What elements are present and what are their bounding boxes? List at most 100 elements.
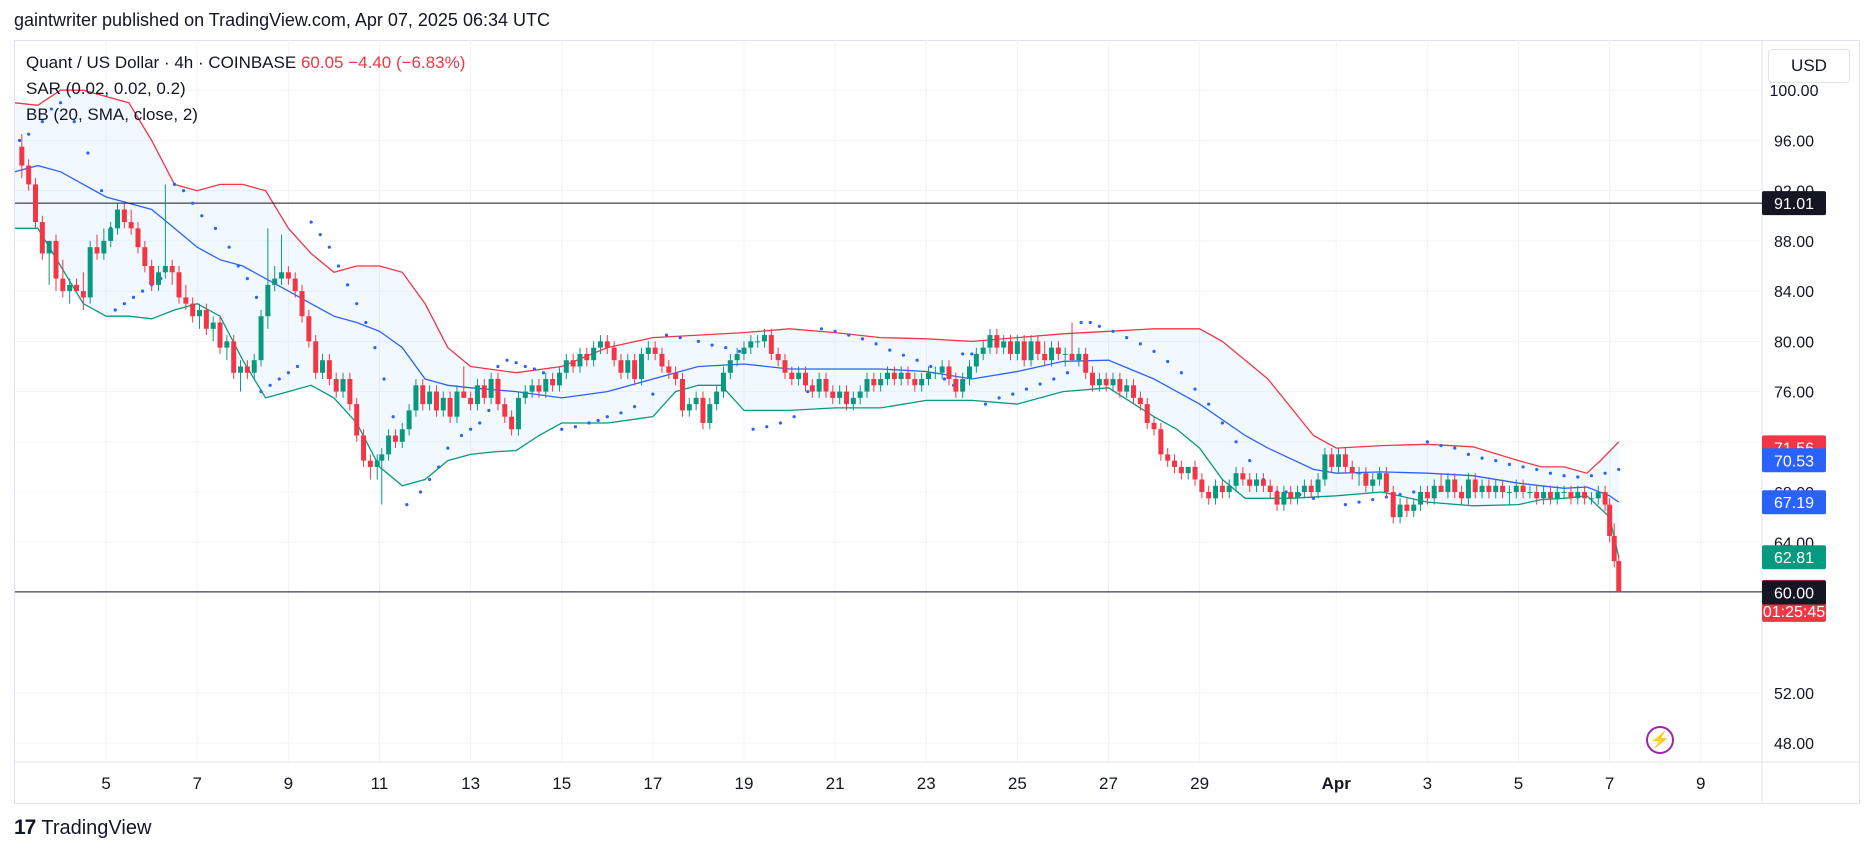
candle[interactable] [1295, 492, 1301, 499]
candle[interactable] [789, 372, 795, 380]
candle[interactable] [1452, 479, 1458, 493]
candle[interactable] [1329, 454, 1335, 467]
candle[interactable] [768, 335, 774, 354]
candle[interactable] [1500, 485, 1506, 493]
candle[interactable] [156, 272, 162, 285]
candle[interactable] [1096, 379, 1102, 386]
candle[interactable] [891, 372, 897, 380]
candle[interactable] [162, 266, 168, 273]
candle[interactable] [94, 247, 100, 254]
candle[interactable] [515, 397, 521, 430]
candle[interactable] [932, 372, 938, 374]
candle[interactable] [87, 247, 93, 298]
candle[interactable] [1055, 347, 1061, 354]
candle[interactable] [354, 404, 360, 436]
candle[interactable] [1424, 492, 1430, 499]
candle[interactable] [953, 379, 959, 392]
candle[interactable] [761, 335, 767, 342]
candle[interactable] [1233, 473, 1239, 486]
candle[interactable] [898, 372, 904, 380]
candle[interactable] [679, 379, 685, 411]
candle[interactable] [1049, 347, 1055, 361]
candle[interactable] [980, 347, 986, 354]
candle[interactable] [272, 278, 278, 285]
candle[interactable] [135, 228, 141, 248]
candle[interactable] [406, 410, 412, 430]
candle[interactable] [340, 379, 346, 392]
candle[interactable] [1616, 561, 1622, 592]
candle[interactable] [707, 404, 713, 423]
candle[interactable] [577, 353, 583, 367]
candle[interactable] [190, 303, 196, 317]
candle[interactable] [361, 435, 367, 461]
candle[interactable] [973, 353, 979, 367]
candle[interactable] [1137, 397, 1143, 405]
candle[interactable] [149, 266, 155, 285]
candle[interactable] [905, 372, 911, 380]
candle[interactable] [1336, 454, 1342, 467]
candle[interactable] [1575, 492, 1581, 499]
candle[interactable] [320, 360, 326, 373]
candle[interactable] [1486, 485, 1492, 493]
candle[interactable] [244, 366, 250, 373]
candle[interactable] [1267, 485, 1273, 493]
candle[interactable] [101, 240, 107, 254]
candle[interactable] [823, 379, 829, 392]
candle[interactable] [1390, 492, 1396, 518]
candle[interactable] [1076, 353, 1082, 361]
candle[interactable] [1527, 492, 1533, 494]
candle[interactable] [1062, 353, 1068, 355]
candle[interactable] [638, 353, 644, 380]
candle[interactable] [522, 391, 528, 398]
candle[interactable] [659, 353, 665, 367]
candle[interactable] [1370, 479, 1376, 486]
candle[interactable] [67, 284, 73, 292]
candle[interactable] [748, 341, 754, 348]
candle[interactable] [802, 372, 808, 386]
candle[interactable] [399, 429, 405, 442]
candle[interactable] [251, 360, 257, 373]
candle[interactable] [1165, 454, 1171, 461]
candle[interactable] [26, 165, 32, 185]
candle[interactable] [796, 372, 802, 380]
candle[interactable] [994, 335, 1000, 348]
legend-symbol[interactable]: Quant / US Dollar · 4h · COINBASE [26, 53, 297, 72]
candle[interactable] [987, 335, 993, 348]
candle[interactable] [440, 397, 446, 411]
candle[interactable] [495, 379, 501, 405]
candle[interactable] [837, 391, 843, 398]
candle[interactable] [1356, 473, 1362, 475]
candle[interactable] [850, 397, 856, 405]
candle[interactable] [741, 347, 747, 354]
candle[interactable] [1534, 492, 1540, 499]
candle[interactable] [1377, 473, 1383, 480]
candle[interactable] [347, 379, 353, 405]
candle[interactable] [326, 360, 332, 380]
candle[interactable] [611, 347, 617, 361]
candle[interactable] [379, 454, 385, 461]
candle[interactable] [1349, 466, 1355, 474]
candle[interactable] [210, 322, 216, 329]
candle[interactable] [1561, 492, 1567, 494]
candle[interactable] [1459, 492, 1465, 499]
legend-sar[interactable]: SAR (0.02, 0.02, 0.2) [26, 79, 186, 98]
candle[interactable] [1281, 492, 1287, 505]
candle[interactable] [686, 404, 692, 411]
candle[interactable] [488, 379, 494, 398]
candle[interactable] [1083, 353, 1089, 373]
candle[interactable] [203, 309, 209, 329]
candle[interactable] [857, 391, 863, 398]
candle[interactable] [481, 385, 487, 398]
candle[interactable] [1438, 485, 1444, 493]
candle[interactable] [1602, 492, 1608, 505]
candle[interactable] [1315, 479, 1321, 493]
candle[interactable] [1363, 473, 1369, 486]
candle[interactable] [224, 341, 230, 348]
candle[interactable] [1465, 479, 1471, 499]
candle[interactable] [367, 460, 373, 467]
candle[interactable] [700, 397, 706, 423]
candle[interactable] [1021, 341, 1027, 361]
candle[interactable] [919, 379, 925, 386]
candle[interactable] [926, 372, 932, 380]
